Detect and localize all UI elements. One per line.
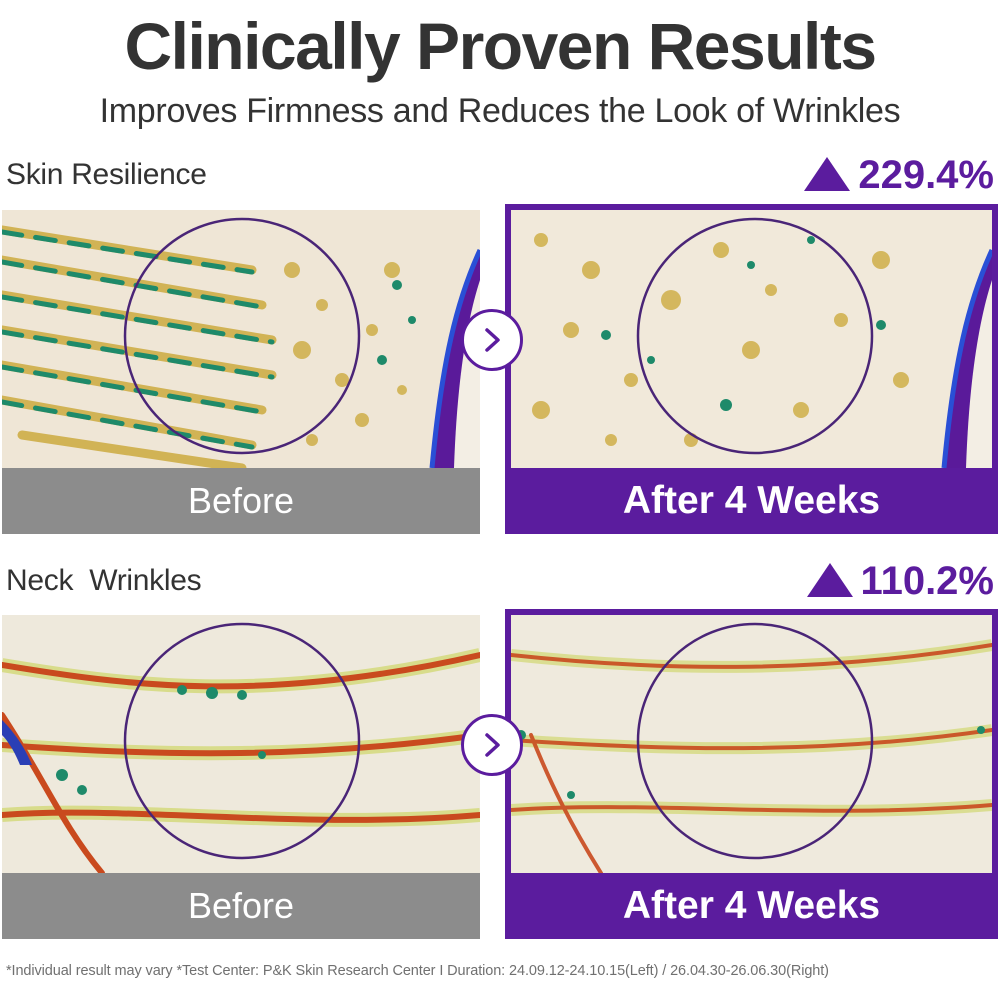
caption-before-skin-resilience: Before [2, 468, 480, 534]
chevron-right-icon [485, 733, 500, 757]
triangle-up-icon [806, 562, 853, 597]
caption-after-skin-resilience: After 4 Weeks [505, 468, 998, 534]
before-image-skin-resilience [2, 210, 480, 468]
stat-skin-resilience: 229.4% [804, 153, 994, 198]
stat-neck-wrinkles: 110.2% [806, 559, 994, 604]
compare-arrow-button[interactable] [461, 309, 523, 371]
skin-texture-map [2, 210, 480, 468]
page-subtitle: Improves Firmness and Reduces the Look o… [99, 92, 901, 130]
chevron-right-icon [485, 328, 500, 352]
section-label-skin-resilience: Skin Resilience [6, 158, 207, 191]
skin-texture-map [511, 210, 992, 468]
before-image-neck-wrinkles [2, 615, 480, 873]
footnote: *Individual result may vary *Test Center… [6, 963, 829, 979]
after-image-skin-resilience [505, 204, 998, 468]
caption-before-neck-wrinkles: Before [2, 873, 480, 939]
triangle-up-icon [804, 156, 851, 191]
skin-texture-map [511, 615, 992, 873]
stat-value: 110.2% [860, 559, 994, 603]
page-title: Clinically Proven Results [124, 9, 877, 83]
after-image-neck-wrinkles [505, 609, 998, 873]
compare-arrow-button[interactable] [461, 714, 523, 776]
stat-value: 229.4% [858, 153, 994, 197]
caption-after-neck-wrinkles: After 4 Weeks [505, 873, 998, 939]
skin-texture-map [2, 615, 480, 873]
section-label-neck-wrinkles: Neck Wrinkles [6, 564, 202, 597]
